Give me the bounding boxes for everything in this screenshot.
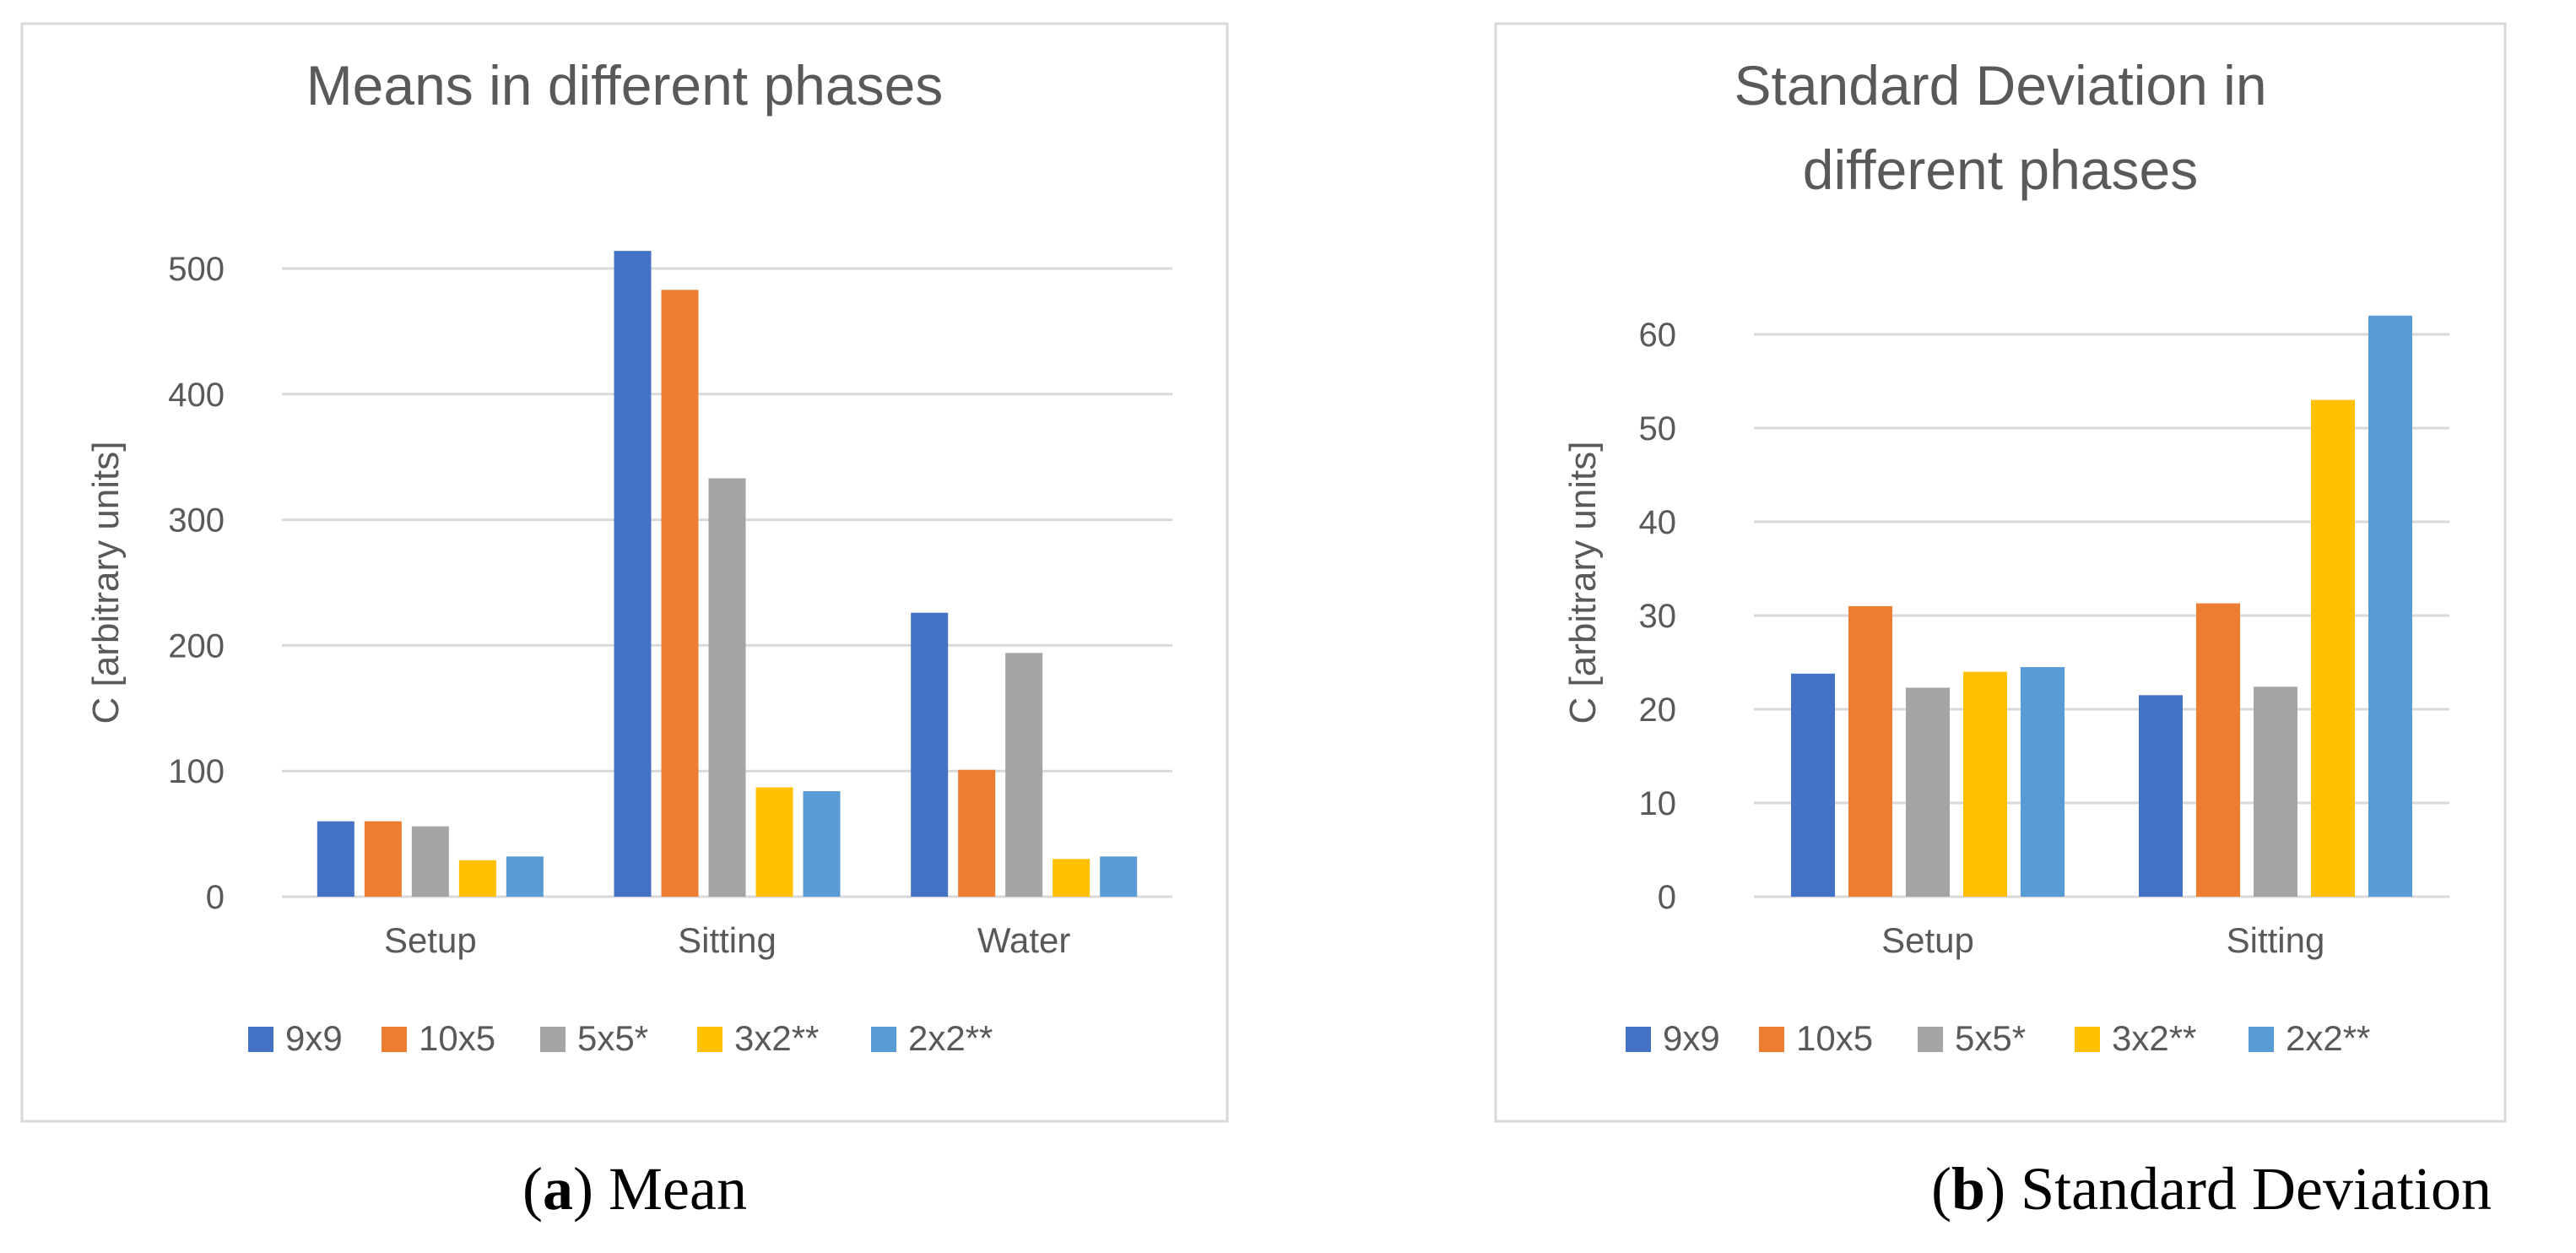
bar-10x5-sitting <box>2196 603 2240 897</box>
x-tick-label: Setup <box>1881 920 1974 960</box>
caption-letter: b <box>1951 1155 1985 1223</box>
caption-letter: a <box>543 1155 573 1223</box>
y-tick-label: 30 <box>1639 598 1677 635</box>
y-tick-label: 50 <box>1639 410 1677 448</box>
bar-5x5-setup <box>1906 687 1950 897</box>
y-tick-label: 500 <box>168 251 225 288</box>
caption-text: Standard Deviation <box>2021 1155 2492 1223</box>
bar-2x2-water <box>1100 856 1138 897</box>
legend-swatch <box>697 1027 722 1052</box>
bar-3x2-sitting <box>755 787 793 897</box>
x-tick-label: Sitting <box>2227 920 2325 960</box>
legend-label: 10x5 <box>1796 1018 1873 1058</box>
y-tick-label: 100 <box>168 753 225 790</box>
x-tick-label: Sitting <box>678 920 777 960</box>
bar-10x5-water <box>958 769 996 897</box>
legend-swatch <box>1759 1027 1784 1052</box>
bar-5x5-water <box>1005 653 1043 897</box>
bar-9x9-sitting <box>2139 695 2183 897</box>
bar-9x9-water <box>911 612 949 897</box>
legend-label: 9x9 <box>1663 1018 1720 1058</box>
bar-9x9-setup <box>317 821 354 897</box>
bar-3x2-setup <box>458 860 496 897</box>
y-tick-label: 0 <box>1658 879 1676 916</box>
legend-label: 9x9 <box>285 1018 343 1058</box>
legend-swatch <box>871 1027 896 1052</box>
figure-caption: (b) Standard Deviation <box>1931 1155 2492 1223</box>
bar-2x2-setup <box>506 856 544 897</box>
chart-standard-deviation: Standard Deviation in different phases 0 10… <box>1494 22 2507 1223</box>
chart-title: Standard Deviation in different phases <box>1734 54 2266 201</box>
legend-label: 3x2** <box>2112 1018 2196 1058</box>
bar-5x5-sitting <box>2254 686 2297 897</box>
legend-swatch <box>382 1027 407 1052</box>
legend-swatch <box>2075 1027 2100 1052</box>
legend-label: 3x2** <box>734 1018 819 1058</box>
legend-label: 5x5* <box>577 1018 648 1058</box>
x-tick-label: Setup <box>384 920 477 960</box>
y-axis-label: C [arbitrary units] <box>1562 442 1604 724</box>
bar-10x5-setup <box>1848 605 1892 897</box>
bar-10x5-setup <box>364 821 402 897</box>
x-tick-label: Water <box>977 920 1070 960</box>
legend-label: 10x5 <box>419 1018 495 1058</box>
y-tick-label: 10 <box>1639 785 1677 822</box>
bar-10x5-sitting <box>661 290 699 897</box>
legend-swatch <box>248 1027 273 1052</box>
y-tick-label: 0 <box>206 879 225 916</box>
y-tick-label: 60 <box>1639 317 1677 354</box>
legend-label: 2x2** <box>2286 1018 2370 1058</box>
chart-means: Means in different phases 0 100 200 300 400 50… <box>20 22 1229 1223</box>
legend-label: 5x5* <box>1955 1018 2026 1058</box>
figure-caption: (a) Mean <box>522 1155 747 1223</box>
bar-5x5-sitting <box>708 478 746 897</box>
y-tick-label: 300 <box>168 502 225 540</box>
y-tick-label: 40 <box>1639 504 1677 541</box>
bar-2x2-sitting <box>803 791 841 897</box>
bar-5x5-setup <box>411 826 449 897</box>
legend-swatch <box>1626 1027 1651 1052</box>
y-tick-label: 400 <box>168 377 225 414</box>
bar-2x2-sitting <box>2368 315 2412 897</box>
y-axis-label: C [arbitrary units] <box>85 442 127 724</box>
legend-swatch <box>540 1027 566 1052</box>
legend-swatch <box>1918 1027 1943 1052</box>
bar-3x2-sitting <box>2311 399 2355 897</box>
bar-3x2-water <box>1053 859 1090 897</box>
caption-text: Mean <box>609 1155 747 1223</box>
bar-9x9-setup <box>1791 673 1835 897</box>
y-tick-label: 200 <box>168 627 225 664</box>
bar-2x2-setup <box>2021 667 2065 897</box>
bar-3x2-setup <box>1963 671 2007 897</box>
y-tick-label: 20 <box>1639 692 1677 729</box>
legend-label: 2x2** <box>908 1018 993 1058</box>
legend-swatch <box>2249 1027 2274 1052</box>
bar-9x9-sitting <box>614 251 652 898</box>
chart-title: Means in different phases <box>306 54 944 117</box>
